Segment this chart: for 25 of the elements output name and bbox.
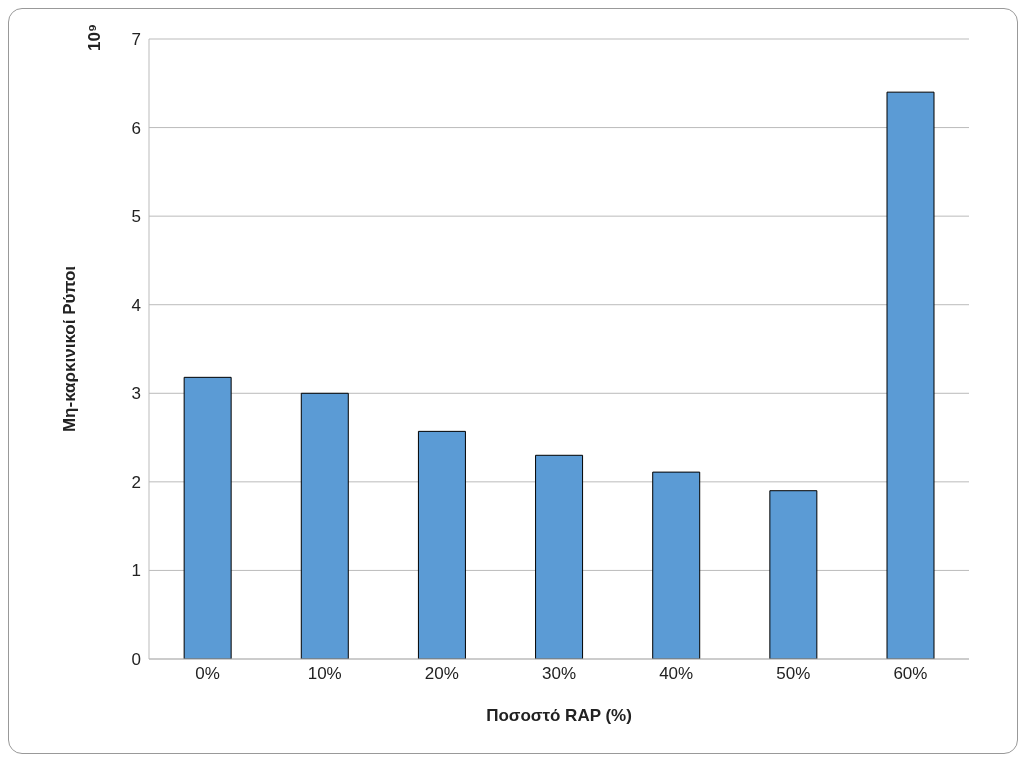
y-tick-label: 5 [131,207,141,227]
x-tick-label: 10% [307,664,342,684]
y-axis-title: Μη-καρκινικοί Ρύποι [60,265,80,433]
x-tick-label: 60% [893,664,928,684]
y-tick-label: 0 [131,650,141,670]
bar [417,430,466,659]
x-tick-label: 30% [541,664,577,684]
y-tick-label: 4 [131,295,141,315]
y-tick-label: 2 [131,472,141,492]
x-tick-label: 50% [776,664,811,684]
x-axis-title: Ποσοστό RAP (%) [486,706,632,725]
y-tick-label: 1 [131,561,141,581]
y-tick-label: 6 [131,118,141,138]
y-tick-label: 3 [131,384,141,404]
bar [300,392,349,659]
x-tick-label: 40% [659,664,694,684]
bar [652,471,701,659]
x-tick-label: 20% [424,664,459,684]
bar [769,490,818,659]
y-tick-label: 7 [131,30,141,50]
bar [535,454,584,659]
bar [886,91,935,659]
x-tick-label: 0% [195,664,220,684]
text: 10⁹ [85,24,105,51]
bar [183,376,232,659]
